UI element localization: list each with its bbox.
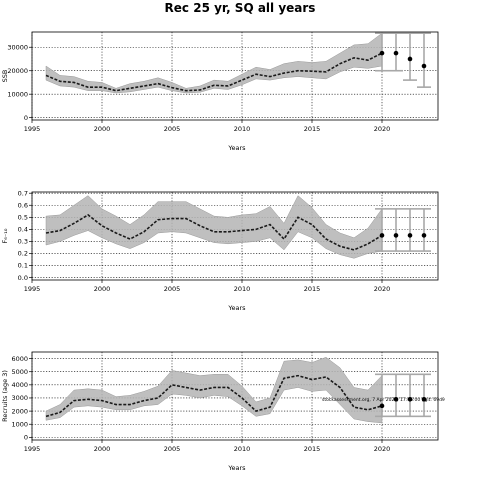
x-tick-label: 2000 (94, 125, 111, 133)
annotation-text: stockassessment.org, 7 Apr 2021, 17:46:0… (322, 397, 445, 403)
x-axis-title: Years (227, 304, 246, 312)
projection-point (379, 50, 385, 56)
projection-point (421, 233, 427, 238)
confidence-band (45, 32, 383, 94)
x-tick-label: 2015 (304, 445, 321, 453)
y-tick-label: 0 (24, 114, 28, 122)
x-tick-label: 2010 (234, 125, 251, 133)
page-title: Rec 25 yr, SQ all years (164, 1, 316, 15)
projection-point (379, 233, 385, 238)
x-tick-label: 2020 (374, 125, 391, 133)
x-axis-title: Years (227, 144, 246, 152)
projection-point (379, 403, 385, 409)
x-tick-label: 2015 (304, 125, 321, 133)
x-tick-label: 2000 (94, 285, 111, 293)
confidence-band (45, 356, 383, 424)
y-tick-label: 30000 (7, 43, 28, 51)
plot-frame (31, 31, 439, 121)
mean-line (45, 213, 383, 251)
y-tick-label: 20000 (7, 67, 28, 75)
y-tick-label: 0.6 (18, 201, 28, 209)
y-tick-label: 0.3 (18, 238, 28, 246)
y-tick-label: 0.7 (18, 189, 28, 197)
x-tick-label: 2010 (234, 445, 251, 453)
x-tick-label: 2020 (374, 445, 391, 453)
mean-line (45, 374, 383, 418)
x-tick-label: 2020 (374, 285, 391, 293)
y-axis-title: Recruits (age 3) (1, 370, 9, 422)
x-tick-label: 2010 (234, 285, 251, 293)
y-tick-label: 10000 (7, 90, 28, 98)
y-tick-label: 0 (24, 434, 28, 442)
y-tick-label: 2000 (11, 407, 28, 415)
projection-point (393, 50, 399, 56)
y-tick-label: 0.0 (18, 274, 28, 282)
x-tick-label: 2015 (304, 285, 321, 293)
x-tick-label: 2005 (164, 125, 181, 133)
mean-line (45, 52, 383, 92)
y-tick-label: 0.5 (18, 214, 28, 222)
projection-point (421, 63, 427, 69)
y-tick-label: 0.1 (18, 262, 28, 270)
y-axis-title: F₆₋₁₀ (1, 228, 9, 243)
x-axis-title: Years (227, 464, 246, 472)
x-tick-label: 1995 (24, 125, 41, 133)
x-tick-label: 1995 (24, 285, 41, 293)
x-tick-label: 2005 (164, 445, 181, 453)
y-tick-label: 1000 (11, 420, 28, 428)
chart-panel-2: 1995 2000 2005 2010 2015 2020 0.0 0.1 0.2 0.3 0.4 0… (1, 189, 439, 312)
x-tick-label: 2005 (164, 285, 181, 293)
y-tick-label: 0.2 (18, 250, 28, 258)
plot-frame (31, 191, 439, 281)
y-tick-label: 0.4 (18, 226, 28, 234)
y-tick-label: 4000 (11, 381, 28, 389)
projection-point (407, 56, 413, 62)
projection-point (407, 233, 413, 238)
y-tick-label: 6000 (11, 355, 28, 363)
plot-frame (31, 351, 439, 441)
projection-point (393, 233, 399, 238)
y-axis-title: SSB (1, 70, 9, 83)
projection-point (421, 396, 427, 402)
x-tick-label: 1995 (24, 445, 41, 453)
y-tick-label: 3000 (11, 394, 28, 402)
chart-panel-1: 1995 2000 2005 2010 2015 2020 0 10000 20000 30000… (1, 31, 439, 152)
y-tick-label: 5000 (11, 368, 28, 376)
x-tick-label: 2000 (94, 445, 111, 453)
projection-point (393, 396, 399, 402)
chart-panel-3: 1995 2000 2005 2010 2015 2020 0 1000 2000 3000 400… (1, 351, 445, 472)
projection-point (407, 396, 413, 402)
